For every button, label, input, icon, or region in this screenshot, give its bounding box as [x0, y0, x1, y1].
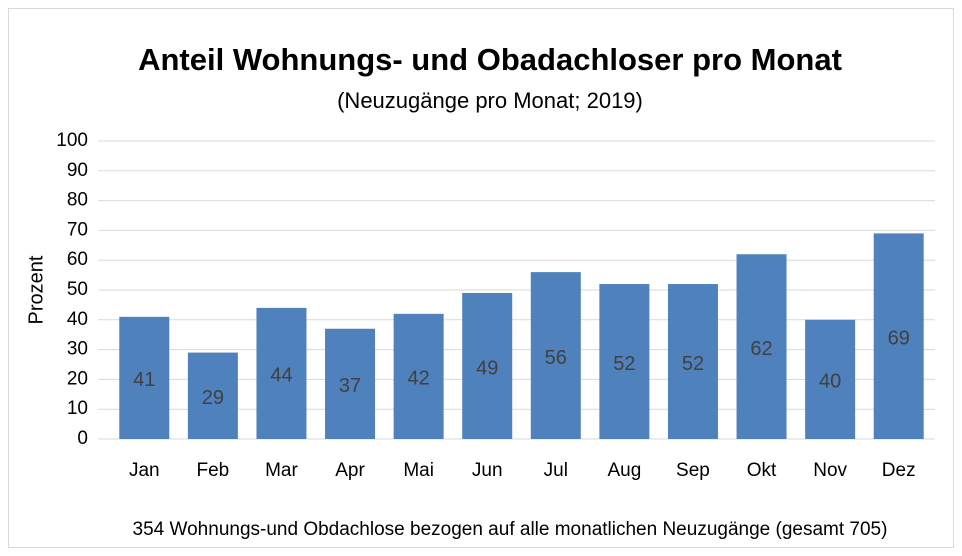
y-tick-label: 80	[67, 190, 88, 211]
x-tick-label: Nov	[813, 460, 847, 481]
data-label: 41	[133, 369, 155, 391]
x-tick-label: Dez	[882, 460, 916, 481]
data-label: 69	[888, 327, 910, 349]
data-label: 49	[476, 357, 498, 379]
x-tick-label: Okt	[747, 460, 777, 481]
bar	[462, 292, 513, 439]
bar	[256, 307, 307, 439]
x-tick-label: Jan	[129, 460, 160, 481]
y-tick-label: 40	[67, 309, 88, 330]
data-label: 42	[408, 368, 430, 390]
x-tick-label: Apr	[335, 460, 365, 481]
y-tick-label: 60	[67, 249, 88, 270]
y-tick-label: 50	[67, 279, 88, 300]
data-label: 44	[270, 365, 292, 387]
bar	[325, 328, 376, 439]
bar	[736, 254, 787, 439]
bar	[187, 352, 238, 439]
x-tick-label: Mar	[265, 460, 298, 481]
bar	[393, 313, 444, 439]
bar	[873, 233, 924, 439]
y-tick-label: 0	[77, 428, 88, 449]
bar	[599, 284, 650, 439]
y-tick-label: 100	[56, 130, 88, 151]
y-tick-label: 30	[67, 339, 88, 360]
data-label: 56	[545, 347, 567, 369]
data-label: 52	[682, 353, 704, 375]
y-tick-label: 10	[67, 398, 88, 419]
chart-title: Anteil Wohnungs- und Obadachloser pro Mo…	[138, 42, 842, 77]
footnote: 354 Wohnungs-und Obdachlose bezogen auf …	[133, 519, 888, 540]
data-label: 37	[339, 375, 361, 397]
bar	[530, 272, 581, 439]
chart-subtitle: (Neuzugänge pro Monat; 2019)	[337, 88, 643, 113]
bar	[667, 284, 718, 439]
y-tick-label: 90	[67, 160, 88, 181]
bar	[119, 316, 170, 439]
data-label: 52	[613, 353, 635, 375]
x-tick-label: Mai	[403, 460, 434, 481]
chart-border	[8, 8, 954, 548]
data-label: 62	[750, 338, 772, 360]
x-tick-label: Feb	[197, 460, 230, 481]
x-tick-label: Aug	[607, 460, 641, 481]
y-tick-label: 20	[67, 368, 88, 389]
bar	[805, 319, 856, 439]
x-tick-label: Jun	[472, 460, 503, 481]
y-tick-label: 70	[67, 219, 88, 240]
data-label: 29	[202, 387, 224, 409]
y-axis-label: Prozent	[25, 255, 47, 324]
x-tick-label: Sep	[676, 460, 710, 481]
data-label: 40	[819, 371, 841, 393]
x-tick-label: Jul	[544, 460, 568, 481]
